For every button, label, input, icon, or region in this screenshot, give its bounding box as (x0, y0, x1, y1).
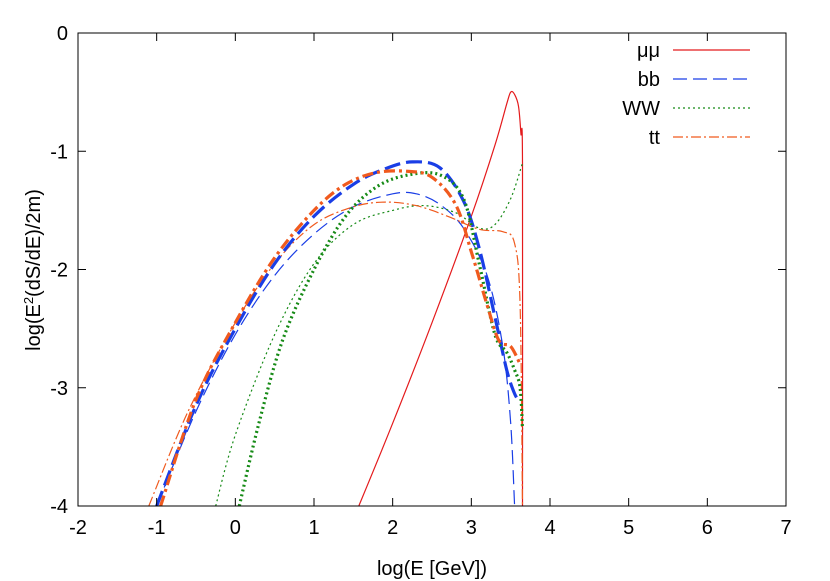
y-tick-label: 0 (57, 23, 68, 45)
x-tick-label: 7 (780, 517, 791, 539)
x-tick-label: 4 (544, 517, 555, 539)
series-line (358, 90, 524, 506)
legend-label: tt (649, 127, 661, 149)
series-line (237, 171, 525, 506)
x-tick-label: 2 (387, 517, 398, 539)
legend-label: bb (638, 69, 660, 91)
x-tick-label: 3 (466, 517, 477, 539)
series-line (148, 201, 524, 506)
series-line (159, 169, 522, 506)
y-tick-label: -4 (50, 496, 68, 518)
x-tick-label: 6 (702, 517, 713, 539)
series-line (215, 162, 524, 506)
legend-label: WW (622, 98, 660, 120)
y-tick-label: -3 (50, 378, 68, 400)
y-tick-label: -1 (50, 141, 68, 163)
series-line (156, 191, 516, 506)
x-tick-label: 5 (623, 517, 634, 539)
x-tick-label: 0 (230, 517, 241, 539)
y-tick-label: -2 (50, 260, 68, 282)
x-axis-label: log(E [GeV]) (377, 558, 487, 580)
x-tick-label: 1 (308, 517, 319, 539)
y-axis-label: log(E2(dS/dE)/2m) (21, 189, 46, 351)
x-tick-label: -2 (69, 517, 87, 539)
legend-label: μμ (637, 40, 660, 62)
legend: μμ bb WW tt (622, 40, 750, 149)
plot-lines (148, 90, 525, 506)
axis-ticks: -2 -1 0 1 2 3 4 5 6 7 -4 -3 -2 -1 0 (50, 23, 791, 539)
x-tick-label: -1 (148, 517, 166, 539)
series-line (155, 160, 522, 506)
